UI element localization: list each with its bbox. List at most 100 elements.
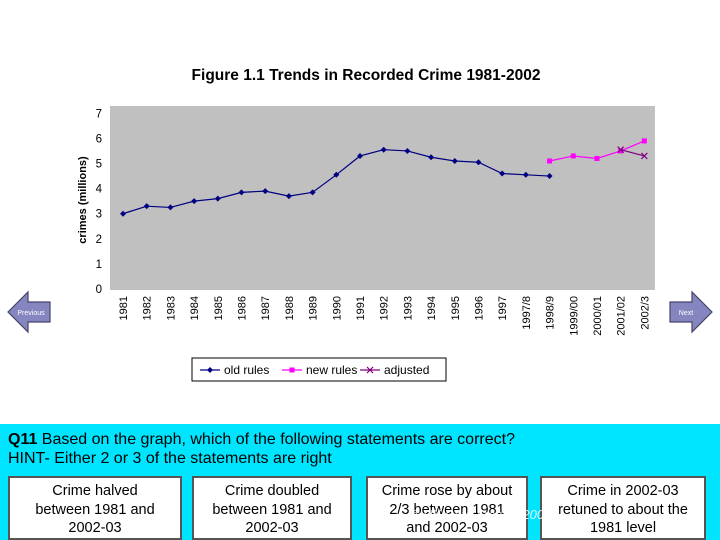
data-point <box>167 204 174 211</box>
option-line: retuned to about the <box>558 501 688 518</box>
question-text: Q11 Based on the graph, which of the fol… <box>8 430 515 468</box>
series-old-rules <box>120 146 553 217</box>
previous-label: Previous <box>17 310 45 317</box>
option-crime-returned[interactable]: Crime in 2002-03 retuned to about the 19… <box>540 476 706 540</box>
x-tick-label: 1989 <box>308 296 320 320</box>
x-tick-label: 1999/00 <box>568 296 580 336</box>
data-point <box>641 138 647 144</box>
x-tick-label: 1981 <box>118 296 130 320</box>
x-tick-label: 1994 <box>426 296 438 320</box>
series-new-rules <box>547 138 647 164</box>
next-arrow-icon <box>669 290 713 334</box>
legend-item: new rules <box>282 363 357 377</box>
next-button[interactable]: Next <box>668 290 714 334</box>
data-point <box>618 148 624 154</box>
x-tick-label: 1990 <box>331 296 343 320</box>
data-point <box>640 152 648 160</box>
option-line: 2002-03 <box>245 520 299 536</box>
option-line: 1981 level <box>589 520 657 536</box>
option-line: 2/3 between 1981 <box>389 501 505 518</box>
chart-title: Figure 1.1 Trends in Recorded Crime 1981… <box>192 67 541 84</box>
watermark: © UK Data Archive 2005 <box>410 507 552 522</box>
data-point <box>547 158 553 164</box>
data-point <box>207 367 213 373</box>
data-point <box>380 146 387 153</box>
data-point <box>546 173 553 180</box>
x-tick-label: 1983 <box>165 296 177 320</box>
option-line: Crime doubled <box>224 483 320 499</box>
x-axis: 1981 1982 1983 1984 1985 1986 1987 1988 1989 1990… <box>118 296 651 336</box>
question-number: Q11 <box>8 431 38 448</box>
x-tick-label: 1984 <box>189 296 201 320</box>
data-point <box>238 189 245 196</box>
y-tick-label: 5 <box>96 159 102 171</box>
data-point <box>333 171 340 178</box>
option-crime-doubled[interactable]: Crime doubled between 1981 and 2002-03 <box>192 476 352 540</box>
y-tick-label: 4 <box>96 184 103 196</box>
y-tick-label: 6 <box>96 133 102 145</box>
option-line: 2002-03 <box>68 520 122 536</box>
option-line: between 1981 and <box>212 501 332 518</box>
option-crime-halved[interactable]: Crime halved between 1981 and 2002-03 <box>8 476 182 540</box>
y-tick-label: 2 <box>96 234 102 246</box>
legend-label: new rules <box>306 363 357 377</box>
data-point <box>451 157 458 164</box>
y-axis: 0 1 2 3 4 5 6 7 <box>96 108 103 296</box>
data-point <box>309 189 316 196</box>
legend-label: old rules <box>224 363 269 377</box>
option-crime-rose[interactable]: Crime rose by about 2/3 between 1981 and… <box>366 476 528 540</box>
data-point <box>356 152 363 159</box>
series-line <box>620 149 645 157</box>
x-tick-label: 1985 <box>213 296 225 320</box>
legend-item: adjusted <box>360 363 429 377</box>
x-tick-label: 1991 <box>355 296 367 320</box>
option-line: between 1981 and <box>35 501 155 518</box>
previous-button[interactable]: Previous <box>6 290 52 334</box>
question-hint: HINT- Either 2 or 3 of the statements ar… <box>8 450 332 467</box>
series-adjusted <box>617 146 648 160</box>
data-point <box>522 171 529 178</box>
option-line: Crime in 2002-03 <box>567 483 679 499</box>
y-tick-label: 3 <box>96 209 102 221</box>
y-axis-label: crimes (millions) <box>77 156 89 244</box>
data-point <box>499 170 506 177</box>
legend <box>191 357 447 382</box>
data-point <box>262 188 269 195</box>
x-tick-label: 1988 <box>284 296 296 320</box>
plot-area <box>110 106 655 290</box>
question-prompt: Based on the graph, which of the followi… <box>37 431 515 448</box>
data-point <box>570 153 576 159</box>
series-layer <box>120 138 648 217</box>
option-line: and 2002-03 <box>406 520 488 536</box>
option-line: Crime halved <box>52 483 138 499</box>
legend-items: old rules new rules adjusted <box>200 363 429 377</box>
previous-arrow-icon <box>7 290 51 334</box>
legend-label: adjusted <box>384 363 429 377</box>
x-tick-label: 1997 <box>497 296 509 320</box>
data-point <box>285 193 292 200</box>
data-point <box>289 367 295 373</box>
x-tick-label: 1986 <box>237 296 249 320</box>
data-point <box>143 203 150 210</box>
y-tick-label: 1 <box>96 259 102 271</box>
x-tick-label: 1995 <box>450 296 462 320</box>
x-tick-label: 1982 <box>142 296 154 320</box>
data-point <box>214 195 221 202</box>
chart: Figure 1.1 Trends in Recorded Crime 1981… <box>77 67 655 382</box>
x-tick-label: 1992 <box>379 296 391 320</box>
next-label: Next <box>679 310 693 317</box>
y-tick-label: 0 <box>96 284 102 296</box>
data-point <box>366 366 374 374</box>
x-tick-label: 1987 <box>260 296 272 320</box>
legend-item: old rules <box>200 363 269 377</box>
x-tick-label: 2002/3 <box>639 296 651 330</box>
x-tick-label: 1997/8 <box>521 296 533 330</box>
x-tick-label: 1998/9 <box>545 296 557 330</box>
data-point <box>191 198 198 205</box>
x-tick-label: 1996 <box>473 296 485 320</box>
data-point <box>404 147 411 154</box>
data-point <box>617 146 625 154</box>
y-tick-label: 7 <box>96 108 102 120</box>
x-tick-label: 1993 <box>402 296 414 320</box>
option-line: Crime rose by about <box>381 483 513 499</box>
